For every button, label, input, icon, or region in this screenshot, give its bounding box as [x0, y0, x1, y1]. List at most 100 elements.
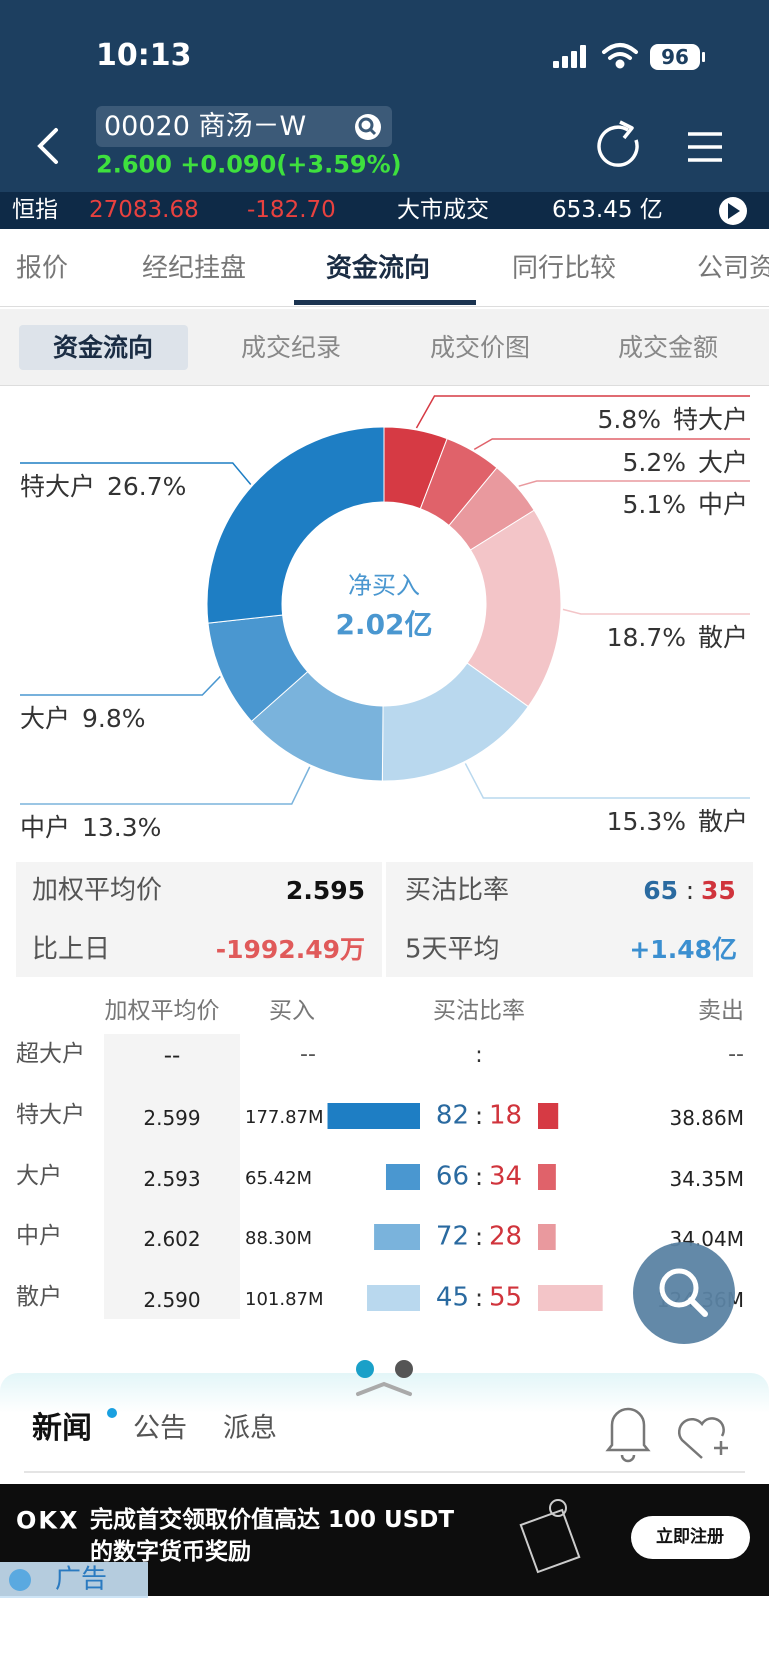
news-tab[interactable]: 派息 [223, 1412, 277, 1444]
ratio-sell: 55 [489, 1282, 523, 1313]
index-name: 恒指 [12, 197, 58, 224]
summary-left [16, 862, 382, 977]
summary-value: 65 [643, 876, 678, 905]
subtab[interactable]: 成交价图 [429, 333, 531, 362]
summary-value: 35 [701, 876, 736, 905]
segment-value: 5.2% [622, 448, 686, 477]
row-buy: -- [300, 1041, 316, 1067]
table-header: 买入 [269, 998, 315, 1025]
summary-value: 2.595 [285, 876, 365, 905]
row-avg: 2.593 [143, 1167, 201, 1191]
news-tab[interactable]: 新闻 [32, 1411, 92, 1446]
summary-label: 加权平均价 [32, 875, 163, 906]
table-header: 买沽比率 [433, 998, 525, 1025]
ad-brand: OKX [16, 1506, 80, 1535]
search-glass [659, 1268, 699, 1308]
tab[interactable]: 经纪挂盘 [142, 253, 247, 284]
donut-segment [206, 426, 385, 624]
row-name: 中户 [16, 1223, 62, 1250]
row-name: 散户 [16, 1284, 62, 1311]
leader-line [20, 462, 252, 485]
row-avg: 2.590 [143, 1288, 201, 1312]
summary-label: 5天平均 [405, 934, 500, 965]
tab-underline [294, 300, 476, 305]
segment-value: 13.3% [82, 813, 162, 842]
row-avg: 2.599 [143, 1106, 201, 1130]
row-name: 超大户 [16, 1041, 85, 1068]
segment-name: 特大户 [672, 405, 748, 434]
segment-name: 散户 [697, 807, 748, 836]
ratio-colon: : [475, 1102, 483, 1130]
ratio-colon: : [475, 1163, 483, 1191]
segment-name: 散户 [697, 623, 748, 652]
ad-button[interactable] [631, 1516, 750, 1559]
search-icon-small[interactable] [355, 114, 381, 140]
refresh-icon[interactable] [597, 120, 639, 167]
segment-value: 5.8% [597, 405, 661, 434]
play-icon[interactable] [719, 197, 747, 225]
ad-tag: 广告 [55, 1564, 108, 1595]
leader-line [20, 675, 221, 696]
tab[interactable]: 公司资 [697, 253, 769, 284]
menu-icon[interactable] [688, 132, 722, 162]
battery-tip [702, 52, 705, 62]
ad-button-text[interactable]: 立即注册 [656, 1526, 724, 1547]
tab[interactable]: 资金流向 [326, 253, 431, 284]
bell-icon[interactable] [605, 1407, 651, 1463]
back-icon[interactable] [37, 128, 58, 164]
battery-level: 96 [661, 45, 689, 69]
sell-bar [538, 1164, 556, 1190]
header-bg [0, 0, 769, 192]
subtab[interactable]: 资金流向 [52, 333, 154, 362]
row-buy: 101.87M [245, 1289, 324, 1311]
segment-name: 特大户 [20, 472, 96, 501]
row-sell: 34.35M [669, 1167, 744, 1191]
ratio-buy: 66 [435, 1161, 469, 1192]
search-button-bg [633, 1242, 735, 1344]
avg-column [104, 1034, 240, 1319]
table-header: 加权平均价 [104, 998, 220, 1025]
leader-line [464, 763, 750, 799]
floating-search[interactable] [629, 1238, 739, 1348]
buy-bar [385, 1164, 420, 1190]
row-buy: 88.30M [245, 1228, 313, 1250]
subtab[interactable]: 成交纪录 [240, 333, 342, 362]
tab[interactable]: 报价 [16, 253, 69, 284]
turnover-value: 653.45 亿 [552, 197, 663, 224]
news-dot [107, 1408, 117, 1418]
row-name: 特大户 [16, 1102, 85, 1129]
panel-handle[interactable] [356, 1381, 412, 1396]
ratio-sell: 18 [489, 1100, 523, 1131]
stock-quote: 2.600 +0.090(+3.59%) [96, 150, 402, 179]
leader-line [415, 395, 750, 429]
summary-right [386, 862, 753, 977]
segment-name: 大户 [697, 448, 748, 477]
row-buy: 177.87M [245, 1107, 324, 1129]
segment-value: 18.7% [606, 623, 686, 652]
battery-icon [650, 44, 700, 70]
summary-label: 比上日 [32, 934, 111, 965]
segment-value: 26.7% [107, 472, 187, 501]
signal-icon [553, 45, 586, 68]
sell-bar [538, 1285, 603, 1311]
favorite-icon[interactable] [677, 1417, 728, 1459]
tab[interactable]: 同行比较 [512, 253, 617, 284]
news-tab[interactable]: 公告 [133, 1412, 187, 1444]
wifi-icon [602, 43, 638, 69]
code-box[interactable] [96, 106, 392, 147]
ratio-colon: : [686, 876, 694, 905]
subtab[interactable]: 成交金额 [617, 333, 719, 362]
segment-value: 15.3% [606, 807, 686, 836]
ratio-buy: 45 [435, 1282, 469, 1313]
ad-tag-play [9, 1569, 31, 1591]
segment-name: 大户 [20, 704, 71, 733]
row-buy: 65.42M [245, 1168, 313, 1190]
leader-line [20, 766, 311, 805]
ratio-buy: 82 [435, 1100, 469, 1131]
subtab-active[interactable] [19, 325, 188, 370]
row-sell: 38.86M [669, 1106, 744, 1130]
row-name: 大户 [16, 1163, 62, 1190]
sell-bar [538, 1103, 559, 1129]
summary-value: +1.48亿 [629, 935, 737, 964]
center-label: 净买入 [348, 571, 420, 600]
